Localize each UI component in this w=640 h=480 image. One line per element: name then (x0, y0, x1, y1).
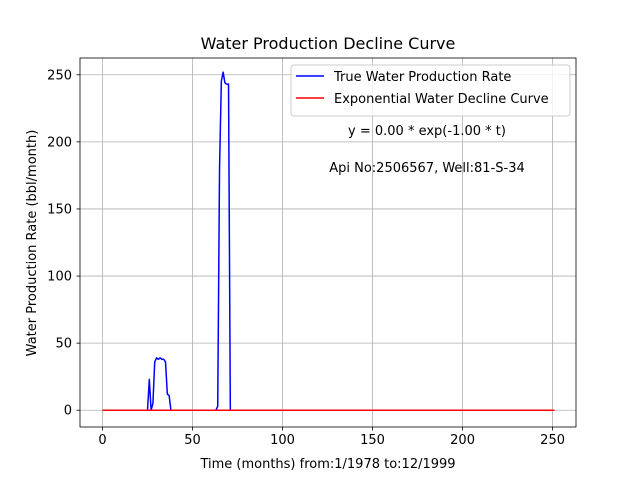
y-tick-label: 0 (64, 404, 72, 419)
legend-box (290, 64, 571, 117)
x-tick-label: 100 (270, 433, 295, 448)
x-tick-label: 200 (450, 433, 475, 448)
y-axis-label: Water Production Rate (bbl/month) (25, 130, 40, 357)
well-info-annotation: Api No:2506567, Well:81-S-34 (329, 161, 525, 176)
x-axis-label: Time (months) from:1/1978 to:12/1999 (199, 457, 455, 472)
y-tick-label: 200 (47, 135, 72, 150)
y-tick-label: 50 (55, 337, 72, 352)
chart-title: Water Production Decline Curve (201, 34, 456, 53)
x-tick-label: 0 (98, 433, 106, 448)
y-tick-label: 100 (47, 270, 72, 285)
legend: True Water Production Rate Exponential Wa… (290, 64, 571, 117)
y-tick-label: 250 (47, 68, 72, 83)
plot-area (80, 58, 576, 427)
x-tick-label: 50 (184, 433, 201, 448)
legend-label-0: True Water Production Rate (333, 70, 511, 85)
legend-label-1: Exponential Water Decline Curve (334, 92, 549, 107)
axes: 0 50 100 150 200 250 0 50 100 150 200 250 (47, 57, 577, 448)
x-tick-label: 250 (540, 433, 565, 448)
x-tick-label: 150 (360, 433, 385, 448)
series-line-0 (102, 71, 555, 411)
equation-annotation: y = 0.00 * exp(-1.00 * t) (348, 124, 506, 139)
axes-frame (79, 57, 577, 428)
y-tick-label: 150 (47, 202, 72, 217)
